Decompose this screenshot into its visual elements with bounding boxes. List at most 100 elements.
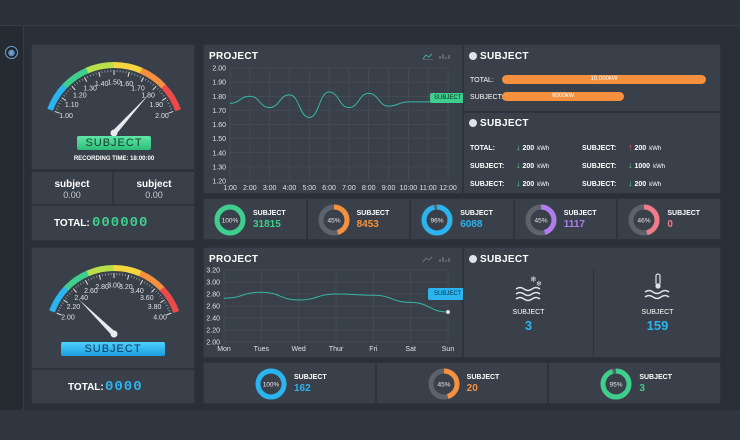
gauge-tick: [168, 105, 171, 107]
gauge-tick: [127, 274, 130, 280]
chart-type-icons-1[interactable]: [422, 52, 454, 60]
gauge-2-subject-button[interactable]: SUBJECT: [61, 342, 165, 356]
gauge-tick: [156, 88, 159, 90]
gauge-color-arc: [47, 83, 68, 111]
gauge-tick: [143, 281, 146, 284]
gauge-tick-label: 1.00: [59, 113, 73, 120]
gauge-tick: [131, 72, 133, 75]
gauge-tick-label: 1.30: [83, 85, 97, 92]
gauge-tick: [139, 75, 142, 78]
svg-text:❄: ❄: [530, 275, 537, 284]
progress-ring-fill: [421, 204, 453, 236]
gauge-tick: [63, 299, 68, 304]
gauge-tick: [71, 85, 76, 91]
recording-time-value: 18:00:00: [130, 156, 155, 162]
gauge-tick: [152, 85, 157, 91]
gauge-tick: [58, 307, 61, 309]
gauge-tick: [83, 77, 88, 83]
gauge-tick-label: 3.60: [140, 295, 154, 302]
y-tick-label: 2.20: [206, 328, 220, 335]
gauge-tick: [56, 312, 62, 316]
gauge-tick: [61, 302, 64, 304]
gauge-tick-label: 1.20: [73, 93, 87, 100]
progress-ring-fill: [628, 204, 660, 236]
metrics-panel: SUBJECT TOTAL: ↓ 200 kWh SUBJECT: ↑ 200 kWh SUBJ…: [463, 112, 721, 194]
ring-stat-card: 46% SUBJECT 0: [617, 198, 721, 240]
gauge-tick: [127, 71, 130, 77]
ring-stat-value: 8453: [356, 219, 379, 230]
gauge-color-arc: [62, 67, 89, 89]
gauge-tick-label: 3.80: [148, 304, 162, 311]
gauge-tick-label: 2.00: [61, 315, 75, 322]
progress-percent: 45%: [534, 218, 547, 225]
gauge-2: 2.00 2.20 2.402.602.803.003.203.403.60 3.80…: [49, 265, 180, 338]
gauge-tick: [63, 95, 66, 97]
capacity-bars-panel: SUBJECT TOTAL: 10,000kW SUBJECT: 6000kW: [463, 44, 721, 112]
gauge-tick: [130, 275, 132, 278]
gauge-color-arc: [63, 270, 90, 291]
gauge-tick: [161, 297, 163, 299]
y-tick-label: 1.50: [212, 136, 226, 143]
top-bar: [0, 0, 740, 26]
arrow-up-icon: ↑: [628, 142, 633, 152]
x-tick-label: 5:00: [302, 185, 316, 192]
snow-waves-icon: ❄ ❄: [515, 275, 542, 302]
bullet-icon: [469, 52, 477, 60]
y-tick-label: 2.00: [212, 66, 226, 73]
gauge-tick: [160, 299, 165, 304]
gauge-tick: [58, 102, 61, 105]
x-tick-label: Tues: [254, 346, 270, 353]
subject-left-box: subject 0.00: [31, 171, 113, 205]
ring-stat-value: 0: [667, 219, 673, 230]
gauge-tick: [82, 281, 85, 284]
bar-subject-value: 6000kW: [552, 93, 575, 99]
gauge-tick: [167, 307, 170, 309]
metric-value: 200: [634, 181, 647, 188]
ring-stat-card: 100% SUBJECT 162: [203, 362, 376, 404]
bar-total: 10,000kW: [502, 75, 706, 84]
metrics-title-text: SUBJECT: [480, 118, 529, 129]
x-tick-label: 10:00: [400, 185, 418, 192]
gauge-tick: [66, 294, 69, 297]
metric-label: SUBJECT:: [582, 145, 617, 152]
progress-ring: 45%: [428, 368, 460, 400]
gauge-tick: [80, 283, 82, 285]
capacity-bars-title: SUBJECT: [469, 51, 529, 62]
ring-stat-card: 100% SUBJECT 31815: [203, 198, 307, 240]
gauge-1-subject-button[interactable]: SUBJECT: [77, 136, 151, 150]
project-line-chart-1: 2.00 1.90 1.80 1.70 1.60 1.50 1.40 1.30 1.20 1:0…: [212, 66, 457, 193]
gauge-color-arc: [113, 265, 142, 277]
gauge-tick: [98, 274, 101, 280]
ring-stat-value: 20: [466, 383, 478, 394]
metrics-title: SUBJECT: [469, 118, 529, 129]
ring-stat-card: 45% SUBJECT 1117: [513, 198, 618, 240]
sidebar: [0, 26, 24, 410]
chart-type-icons-2[interactable]: [422, 255, 454, 263]
gauge-tick: [160, 92, 163, 95]
gauge-tick: [70, 290, 73, 293]
ring-stat-label: SUBJECT: [356, 210, 390, 217]
metric-unit: kWh: [649, 182, 662, 188]
y-tick-label: 2.60: [206, 304, 220, 311]
gauge-color-arc: [86, 265, 115, 277]
progress-percent: 100%: [263, 382, 280, 389]
x-tick-label: 1:00: [223, 185, 237, 192]
x-tick-label: 12:00: [439, 185, 457, 192]
progress-percent: 45%: [437, 382, 450, 389]
weather-title-text: SUBJECT: [480, 254, 529, 265]
x-tick-label: 7:00: [342, 185, 356, 192]
gauge-tick: [165, 304, 168, 307]
metric-label: SUBJECT:: [582, 163, 617, 170]
gauge-tick: [158, 90, 161, 93]
arrow-down-icon: ↓: [628, 160, 633, 170]
gauge-tick: [148, 284, 151, 287]
globe-icon[interactable]: ◉: [5, 46, 18, 59]
metric-label: TOTAL:: [470, 145, 496, 152]
metric-unit: kWh: [537, 146, 550, 152]
bullet-icon: [469, 119, 477, 127]
gauge-tick: [87, 278, 90, 281]
y-tick-label: 3.20: [206, 268, 220, 275]
ring-stat-label: SUBJECT: [466, 374, 500, 381]
project-chart-panel-2: PROJECT 3.20 3.00 2.80 2.60 2.40 2.20 2.00 Mon…: [203, 247, 468, 358]
metric-label: SUBJECT:: [582, 181, 617, 188]
